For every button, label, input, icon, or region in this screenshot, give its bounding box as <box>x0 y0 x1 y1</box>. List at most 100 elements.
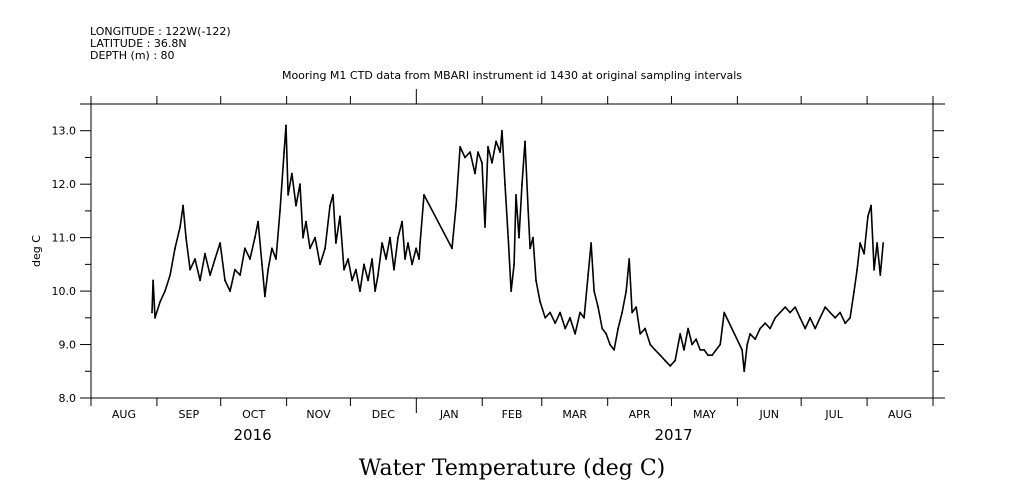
x-tick-label-month: JAN <box>439 408 459 421</box>
data-point <box>302 236 304 239</box>
data-point <box>455 204 457 207</box>
data-point <box>679 332 682 335</box>
x-year-label: 2017 <box>655 426 693 444</box>
data-point <box>154 316 156 319</box>
x-tick-label-month: JUN <box>759 408 780 421</box>
data-point <box>152 279 154 282</box>
data-point <box>459 145 462 148</box>
data-point <box>559 311 561 314</box>
data-point <box>279 210 281 212</box>
x-tick-label-month: AUG <box>112 408 136 421</box>
data-point <box>209 274 211 276</box>
data-point <box>859 242 861 244</box>
y-axis-label: deg C <box>30 235 43 267</box>
data-point <box>564 327 567 330</box>
data-point <box>204 252 206 255</box>
data-point <box>687 327 689 330</box>
data-point <box>501 129 503 132</box>
data-point <box>635 306 638 309</box>
data-point <box>487 145 489 148</box>
x-year-label: 2016 <box>234 426 272 444</box>
depth-label: DEPTH (m) : 80 <box>90 49 175 62</box>
data-point <box>484 226 486 228</box>
data-point <box>569 316 571 319</box>
data-point <box>849 316 851 319</box>
data-point <box>876 242 878 244</box>
data-point <box>794 306 797 309</box>
data-point <box>451 247 453 250</box>
data-point <box>804 327 807 330</box>
data-point <box>554 322 557 325</box>
data-point <box>625 290 628 292</box>
data-point <box>275 258 277 260</box>
data-point <box>507 236 510 239</box>
data-point <box>377 274 379 276</box>
data-point <box>628 258 631 260</box>
data-point <box>355 268 357 271</box>
data-point <box>285 124 287 127</box>
data-point <box>385 258 388 260</box>
data-point <box>834 316 837 319</box>
data-point <box>469 151 472 154</box>
data-point <box>179 226 181 228</box>
data-point <box>335 242 337 244</box>
data-point <box>477 151 479 154</box>
data-point <box>691 343 693 346</box>
data-point <box>605 332 608 335</box>
data-point <box>244 247 246 250</box>
data-point <box>683 348 685 351</box>
data-point <box>856 268 858 271</box>
data-point <box>621 311 624 314</box>
data-point <box>404 258 406 260</box>
data-point <box>631 311 634 314</box>
data-point <box>367 279 369 282</box>
data-point <box>491 161 493 164</box>
data-point <box>743 370 746 373</box>
x-axis-title: Water Temperature (deg C) <box>359 456 666 481</box>
chart-title: Mooring M1 CTD data from MBARI instrumen… <box>282 69 742 82</box>
data-point <box>495 140 497 143</box>
data-point <box>759 327 762 330</box>
data-point <box>291 172 293 175</box>
data-point <box>257 220 260 223</box>
data-point <box>601 327 604 330</box>
data-point <box>749 332 752 335</box>
data-point <box>299 183 301 186</box>
data-point <box>769 327 772 330</box>
data-point <box>711 354 713 357</box>
data-point <box>283 151 285 154</box>
data-point <box>363 263 365 266</box>
data-point <box>164 290 166 292</box>
data-point <box>254 236 256 239</box>
data-point <box>882 242 885 244</box>
data-point <box>699 348 702 351</box>
latitude-label: LATITUDE : 36.8N <box>90 37 187 50</box>
data-point <box>185 236 187 239</box>
data-point <box>295 204 297 207</box>
data-point <box>347 258 349 260</box>
data-point <box>324 247 327 250</box>
x-tick-label-month: OCT <box>242 408 265 421</box>
data-point <box>597 306 600 309</box>
data-point <box>249 258 251 260</box>
data-point <box>234 268 236 271</box>
data-point <box>863 252 866 255</box>
data-point <box>343 268 345 271</box>
data-point <box>574 332 577 335</box>
data-point <box>654 348 656 351</box>
x-tick-label-month: AUG <box>888 408 912 421</box>
data-point <box>332 193 334 196</box>
data-point <box>587 274 590 276</box>
data-point <box>715 348 718 351</box>
data-point <box>639 332 642 335</box>
data-point <box>415 247 418 250</box>
data-point <box>518 236 520 239</box>
data-point <box>774 316 777 319</box>
data-point <box>524 140 526 143</box>
data-point <box>754 338 757 341</box>
x-tick-label-month: APR <box>629 408 651 421</box>
data-point <box>314 236 317 239</box>
data-point <box>593 290 595 292</box>
axes: 8.0 9.0 10.0 11.0 12.0 13.0 AUG SEP OCT NOV DEC JAN… <box>52 89 945 444</box>
